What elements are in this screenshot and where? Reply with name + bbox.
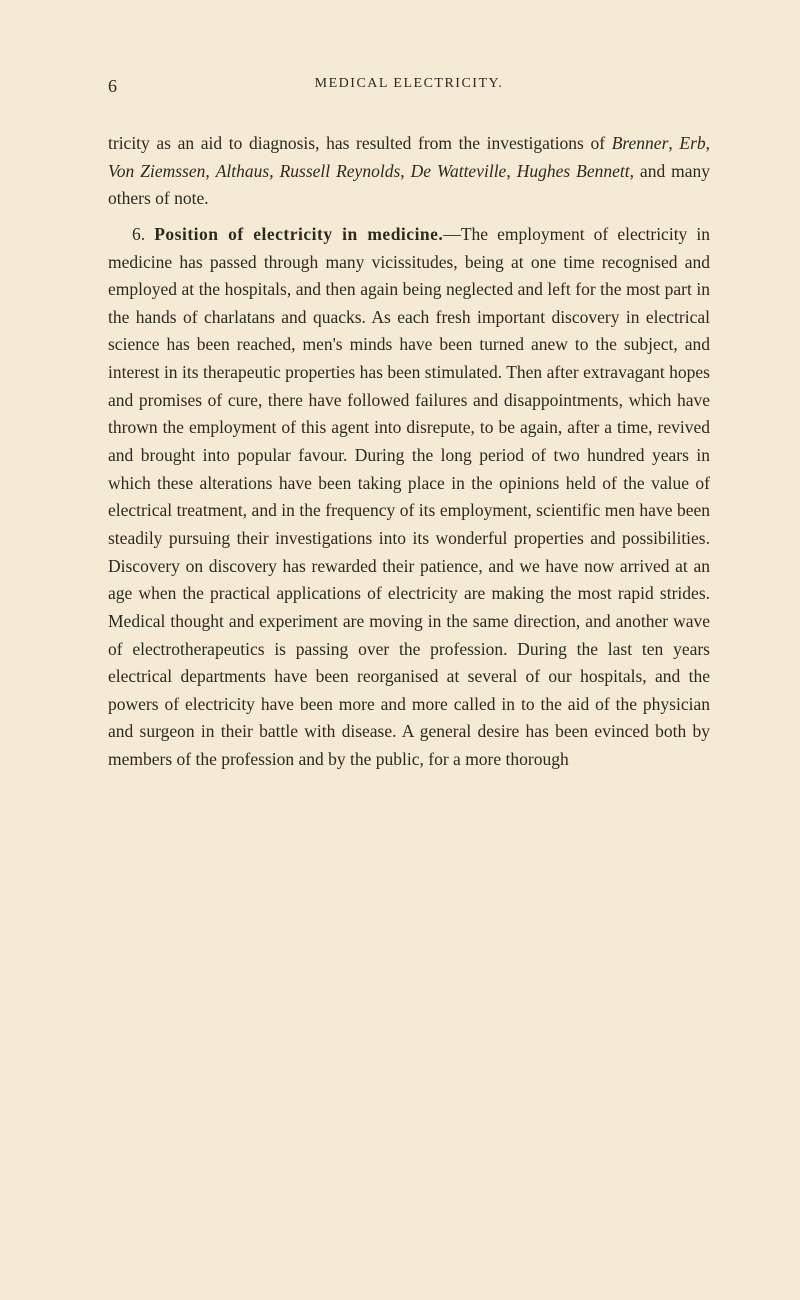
author-name: Erb (679, 133, 705, 153)
text-run: , (506, 161, 516, 181)
author-name: Althaus (216, 161, 269, 181)
section-heading: Position of electricity in medicine. (154, 224, 443, 244)
page-number: 6 (108, 76, 117, 97)
author-name: Von Ziemssen (108, 161, 205, 181)
author-name: Brenner (612, 133, 669, 153)
text-run: , (269, 161, 279, 181)
text-run: , (706, 133, 710, 153)
author-name: Hughes Bennett (517, 161, 630, 181)
body-text: —The employment of electricity in medici… (108, 224, 710, 769)
page-header: MEDICAL ELECTRICITY. (108, 76, 710, 92)
author-name: De Watteville (411, 161, 507, 181)
author-name: Russell Reynolds (280, 161, 401, 181)
paragraph-continuation: tricity as an aid to diagnosis, has resu… (108, 130, 710, 213)
page-content: tricity as an aid to diagnosis, has resu… (108, 130, 710, 774)
text-run: , (205, 161, 215, 181)
paragraph-numbered: 6. Position of electricity in medicine.—… (108, 221, 710, 774)
section-number: 6. (132, 224, 154, 244)
text-run: , (400, 161, 410, 181)
text-run: tricity as an aid to diagnosis, has resu… (108, 133, 612, 153)
text-run: , (668, 133, 679, 153)
